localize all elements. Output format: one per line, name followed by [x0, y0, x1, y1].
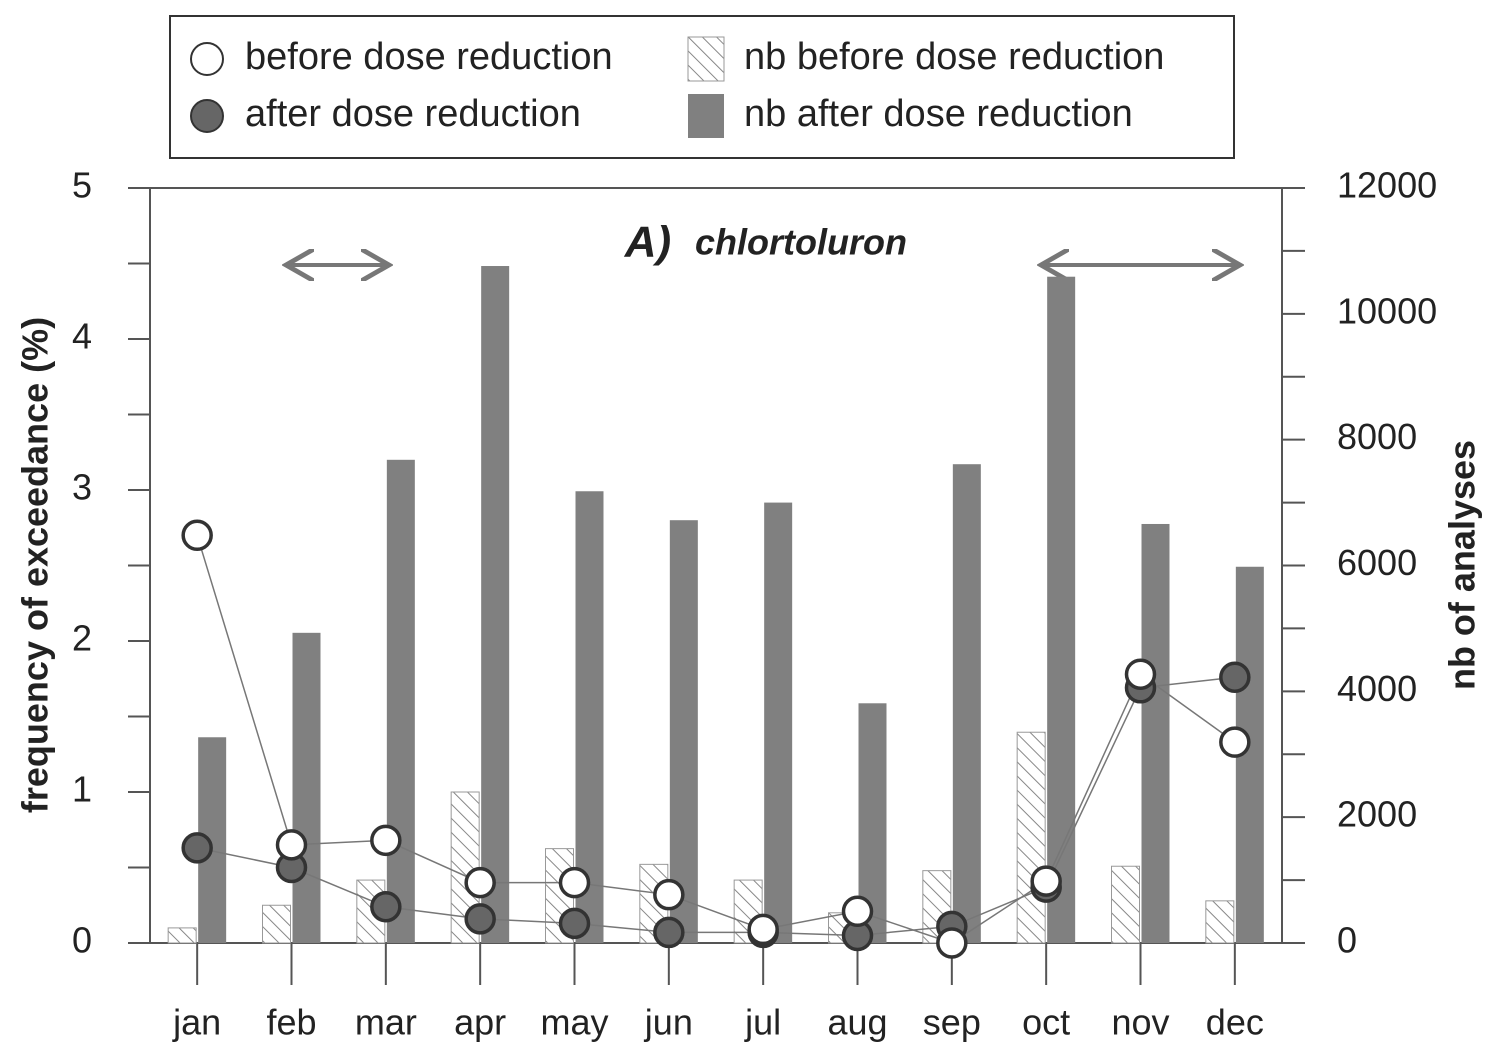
x-tick-label: mar: [355, 1002, 417, 1043]
x-tick-label: aug: [827, 1002, 887, 1043]
marker: [181, 832, 213, 864]
bar: [167, 927, 197, 944]
marker: [558, 866, 591, 899]
bar: [1141, 523, 1170, 943]
x-tick-label: feb: [266, 1002, 316, 1043]
bar: [481, 266, 510, 943]
x-tick-label: jan: [172, 1002, 221, 1043]
y2-tick-label: 10000: [1337, 290, 1437, 331]
bar: [952, 464, 981, 943]
y-tick-label: 5: [72, 165, 92, 206]
bar: [764, 502, 793, 943]
bar: [386, 459, 415, 943]
x-tick-label: oct: [1022, 1002, 1070, 1043]
x-tick-label: sep: [923, 1002, 981, 1043]
series-line: [197, 676, 1235, 937]
marker: [558, 907, 591, 940]
panel-label: A): [624, 218, 671, 267]
legend-label: before dose reduction: [245, 36, 613, 78]
x-tick-label: nov: [1111, 1002, 1169, 1043]
x-tick-label: jul: [744, 1002, 781, 1043]
marker: [370, 824, 402, 857]
marker: [747, 913, 779, 946]
x-tick-label: jun: [644, 1002, 693, 1043]
marker: [1219, 661, 1251, 693]
bar: [669, 520, 698, 943]
chart-title: chlortoluron: [695, 222, 907, 263]
legend-marker: [190, 99, 224, 133]
y-axis-label: frequency of exceedance (%): [15, 317, 56, 813]
marker: [1030, 865, 1062, 897]
bar: [1047, 276, 1076, 943]
legend-swatch: [687, 36, 725, 82]
y2-tick-label: 8000: [1337, 416, 1417, 457]
series-line: [196, 535, 1236, 944]
marker: [841, 895, 874, 928]
bar: [1205, 900, 1235, 944]
legend-label: after dose reduction: [245, 93, 581, 135]
bar: [1016, 731, 1046, 944]
y-tick-label: 3: [72, 467, 92, 508]
x-tick-label: may: [540, 1002, 608, 1043]
bar: [292, 632, 321, 943]
y-tick-label: 1: [72, 769, 92, 810]
marker: [464, 903, 496, 935]
y-tick-label: 2: [72, 618, 92, 659]
y2-tick-label: 6000: [1337, 542, 1417, 583]
y2-tick-label: 4000: [1337, 668, 1417, 709]
marker: [275, 829, 308, 861]
marker: [653, 916, 685, 949]
marker: [936, 927, 968, 959]
marker: [370, 891, 402, 923]
bar: [262, 904, 291, 944]
marker: [464, 866, 496, 899]
legend-swatch: [688, 94, 724, 138]
y2-tick-label: 2000: [1337, 794, 1417, 835]
x-tick-label: apr: [454, 1002, 506, 1043]
marker: [653, 878, 685, 911]
legend-label: nb before dose reduction: [744, 36, 1164, 78]
bar: [575, 491, 604, 943]
y2-tick-label: 12000: [1337, 165, 1437, 206]
bar: [1111, 865, 1140, 944]
marker: [1219, 726, 1251, 758]
y2-axis-label: nb of analyses: [1442, 440, 1483, 690]
x-tick-label: dec: [1206, 1002, 1264, 1043]
legend-marker: [190, 42, 224, 76]
y-tick-label: 0: [72, 920, 92, 961]
marker: [181, 519, 213, 552]
y-tick-label: 4: [72, 316, 92, 357]
legend-label: nb after dose reduction: [744, 93, 1133, 135]
marker: [1124, 658, 1157, 690]
y2-tick-label: 0: [1337, 920, 1357, 961]
